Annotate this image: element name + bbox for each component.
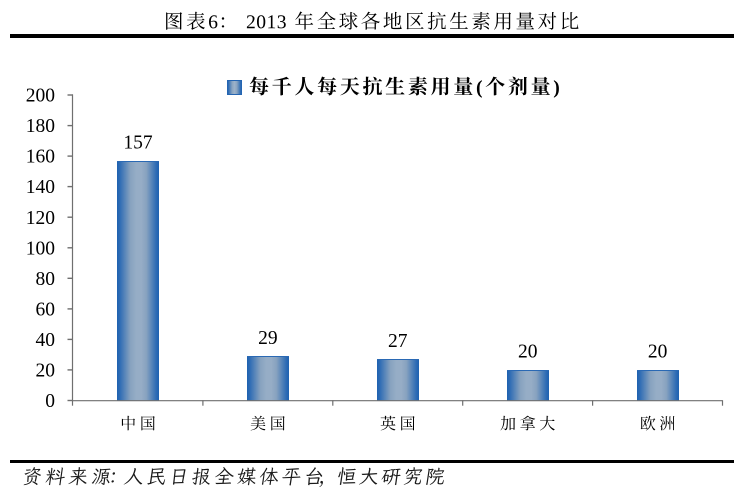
svg-text:160: 160 xyxy=(26,147,55,168)
svg-text:20: 20 xyxy=(648,342,668,363)
svg-text:80: 80 xyxy=(36,269,56,290)
svg-text:200: 200 xyxy=(26,86,55,107)
svg-text:120: 120 xyxy=(26,208,55,229)
svg-text:180: 180 xyxy=(26,116,55,137)
svg-text:20: 20 xyxy=(518,342,538,363)
svg-text:60: 60 xyxy=(36,300,56,321)
svg-text:20: 20 xyxy=(36,361,56,382)
svg-text:27: 27 xyxy=(388,331,408,352)
svg-text:40: 40 xyxy=(36,330,56,351)
svg-text:140: 140 xyxy=(26,177,55,198)
svg-text:0: 0 xyxy=(45,391,55,412)
svg-text:157: 157 xyxy=(123,132,153,153)
svg-text:100: 100 xyxy=(26,238,55,259)
svg-text:29: 29 xyxy=(258,328,278,349)
